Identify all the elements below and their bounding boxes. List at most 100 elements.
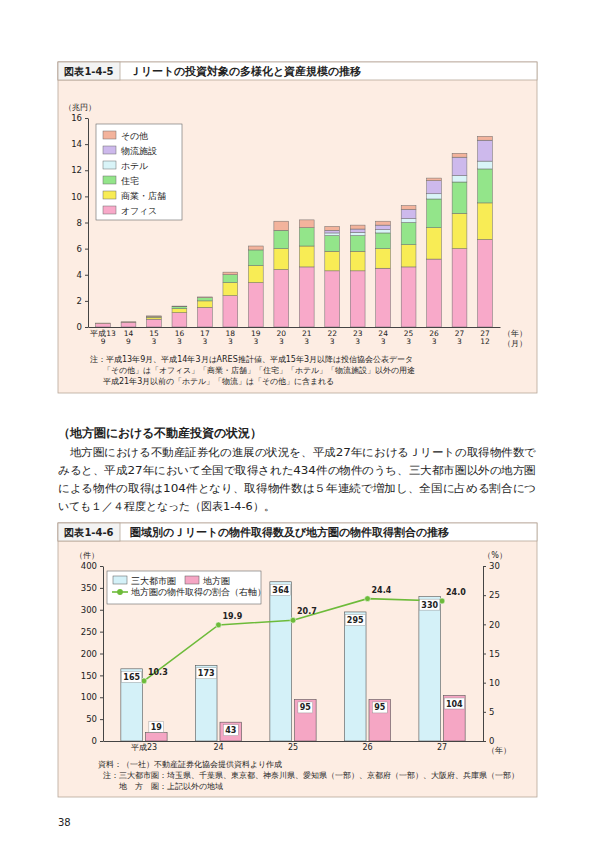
data-label: 165 xyxy=(123,673,140,682)
legend-swatch xyxy=(103,146,116,154)
bar-segment xyxy=(248,266,263,283)
bar-segment xyxy=(325,236,340,252)
tick-mark xyxy=(85,223,88,224)
tick-label: 14 xyxy=(71,139,82,149)
tick: 20 xyxy=(483,620,500,630)
bar-segment xyxy=(452,249,467,327)
tick-label: 100 xyxy=(81,692,97,702)
tick: 5 xyxy=(483,707,494,717)
data-label-box xyxy=(196,668,216,679)
tick-label: 149 xyxy=(124,329,134,347)
tick: 150 xyxy=(81,671,103,681)
tick-label: 0 xyxy=(92,736,97,746)
bar-segment xyxy=(147,319,162,327)
tick: 0 xyxy=(483,736,494,746)
tick: 10 xyxy=(483,678,500,688)
bar-segment xyxy=(478,161,493,169)
line xyxy=(144,599,442,681)
tick-label: 233 xyxy=(353,329,363,347)
tick: 263 xyxy=(429,327,439,346)
tick-label: 263 xyxy=(429,329,439,347)
tick-label: 2 xyxy=(77,296,82,306)
bar-segment xyxy=(401,245,416,267)
bar xyxy=(270,582,292,741)
tick: 213 xyxy=(302,327,312,346)
tick-label: 24 xyxy=(213,743,223,752)
tick-mark xyxy=(100,632,103,633)
tick: 100 xyxy=(81,692,103,702)
bar-segment xyxy=(452,175,467,182)
data-label: 24.0 xyxy=(446,588,466,597)
bar-segment xyxy=(478,136,493,140)
axis-line xyxy=(88,119,89,328)
paragraph-line: 地方圏における不動産証券化の進展の状況を、平成27年におけるＪリートの取得物件数… xyxy=(68,446,537,459)
tick: 27 xyxy=(437,741,447,752)
legend-swatch xyxy=(103,206,116,214)
tick: 8 xyxy=(77,218,88,228)
bar-segment xyxy=(325,230,340,233)
tick-mark xyxy=(100,610,103,611)
bar-segment xyxy=(248,250,263,266)
bar xyxy=(121,669,143,741)
figure-frame xyxy=(58,62,537,393)
bar-segment xyxy=(376,233,391,249)
tick-label: 173 xyxy=(200,329,210,347)
tick-label: 250 xyxy=(81,627,97,637)
y-axis: 0246810121416 xyxy=(71,113,88,332)
tick: 223 xyxy=(327,327,337,346)
tick-label: 0 xyxy=(77,322,82,332)
tick-label: 2712 xyxy=(480,329,490,347)
tick-label: 8 xyxy=(77,218,82,228)
x-axis-title: （月） xyxy=(503,339,527,348)
tick: 253 xyxy=(404,327,414,346)
legend-label: ホテル xyxy=(121,161,148,171)
figure-title: Ｊリートの投資対象の多様化と資産規模の推移 xyxy=(130,65,361,78)
tick: 163 xyxy=(175,327,185,346)
legend-label: 三大都市圏 xyxy=(131,576,176,586)
tick-mark xyxy=(483,683,486,684)
y2-axis-title: （%） xyxy=(483,551,507,560)
bar-segment xyxy=(299,220,314,228)
tick-label: 20 xyxy=(489,620,500,630)
data-label: 364 xyxy=(272,586,289,595)
tick-label: 193 xyxy=(251,329,261,347)
bar-segment xyxy=(350,251,365,271)
tick: 203 xyxy=(276,327,286,346)
bar-segment xyxy=(350,229,365,232)
bar-segment xyxy=(197,298,212,301)
page: 図表1-4-5Ｊリートの投資対象の多様化と資産規模の推移024681012141… xyxy=(0,0,595,842)
tick-mark xyxy=(100,675,103,676)
bar-segment xyxy=(223,275,238,283)
bar-segment xyxy=(452,157,467,175)
tick: 24 xyxy=(213,741,223,752)
tick-mark xyxy=(483,624,486,625)
legend-label: 住宅 xyxy=(121,176,139,186)
bar-segment xyxy=(325,251,340,271)
bar-segment xyxy=(427,259,442,327)
tick-mark xyxy=(483,712,486,713)
tick: 233 xyxy=(353,327,363,346)
bar-segment xyxy=(427,178,442,181)
tick-mark xyxy=(100,566,103,567)
bar-segment xyxy=(274,221,289,230)
bar-segment xyxy=(452,213,467,248)
tick: 173 xyxy=(200,327,210,346)
figure-label-box xyxy=(58,523,120,541)
bar-segment xyxy=(325,271,340,327)
bar-segment xyxy=(96,324,111,327)
tick: 153 xyxy=(149,327,159,346)
tick: 200 xyxy=(81,649,103,659)
tick-mark xyxy=(483,654,486,655)
data-label: 295 xyxy=(347,616,364,625)
paragraph-line: による物件の取得は104件となり、取得物件数は５年連続で増加し、全国に占める割合… xyxy=(58,482,536,495)
tick-mark xyxy=(100,719,103,720)
bar-segment xyxy=(478,239,493,327)
tick: 25 xyxy=(483,590,500,600)
figure-label-box xyxy=(58,62,120,80)
tick: 2712 xyxy=(480,327,490,346)
bar-segment xyxy=(325,226,340,230)
bar-segment xyxy=(427,181,442,194)
data-label: 24.4 xyxy=(372,586,392,595)
tick-mark xyxy=(483,595,486,596)
bar-segment xyxy=(172,309,187,313)
